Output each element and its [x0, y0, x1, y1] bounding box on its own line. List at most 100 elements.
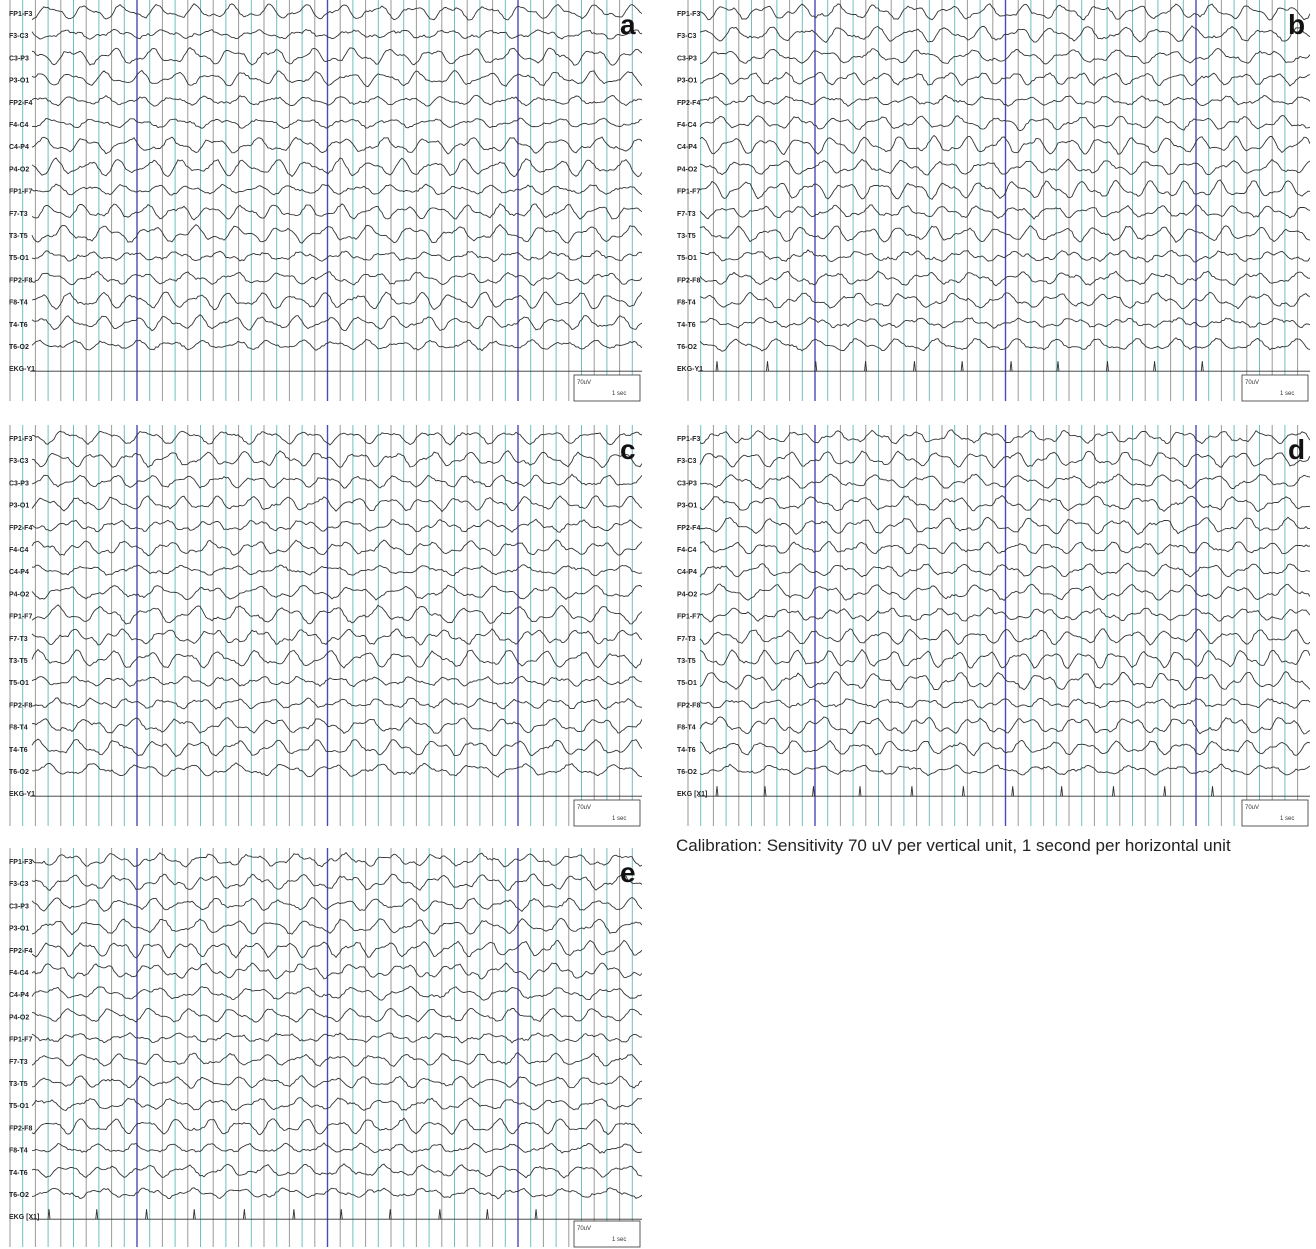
eeg-panel: FP1-F3 F3-C3 C3-P3 P3-O1 FP2-F4 F4-C4 C4-P4 P4-…	[677, 0, 1310, 402]
eeg-trace	[31, 3, 642, 21]
eeg-trace	[31, 223, 642, 244]
channel-label: T6-O2	[9, 344, 29, 351]
eeg-trace	[31, 314, 642, 332]
calibration-time: 1 sec	[1280, 391, 1294, 397]
channel-label: C4-P4	[9, 144, 29, 151]
channel-label: P4-O2	[9, 166, 29, 173]
eeg-trace	[31, 1052, 642, 1067]
channel-label: EKG [X1]	[9, 1214, 39, 1221]
channel-label: T3-T5	[9, 1081, 28, 1088]
eeg-trace	[699, 179, 1310, 200]
channel-label: F7-T3	[677, 636, 696, 643]
eeg-trace	[699, 316, 1310, 329]
eeg-trace	[31, 604, 642, 625]
eeg-trace	[699, 204, 1310, 220]
eeg-trace	[31, 69, 642, 88]
channel-label: F3-C3	[9, 881, 29, 888]
channel-label: T4-T6	[677, 747, 696, 754]
panel-letter: c	[620, 434, 636, 465]
eeg-trace	[31, 584, 642, 601]
eeg-trace	[31, 291, 642, 311]
channel-label: FP1-F3	[9, 859, 32, 866]
eeg-trace	[699, 337, 1310, 352]
channel-label: T5-O1	[677, 255, 697, 262]
eeg-trace	[31, 1187, 642, 1200]
calibration-time: 1 sec	[612, 391, 626, 397]
calibration-caption: Calibration: Sensitivity 70 uV per verti…	[676, 836, 1231, 855]
eeg-trace	[31, 117, 642, 130]
eeg-trace	[31, 717, 642, 735]
channel-label: FP2-F4	[9, 525, 32, 532]
channel-label: F3-C3	[9, 458, 29, 465]
eeg-trace	[31, 939, 642, 959]
eeg-trace	[699, 739, 1310, 757]
channel-label: T5-O1	[9, 1103, 29, 1110]
eeg-panel: FP1-F3 F3-C3 C3-P3 P3-O1 FP2-F4 F4-C4 C4-P4 P4-…	[9, 0, 642, 402]
channel-label: F3-C3	[9, 33, 29, 40]
eeg-trace	[699, 763, 1310, 777]
calibration-box	[573, 1220, 641, 1248]
eeg-trace	[31, 250, 642, 263]
panel-letter: e	[620, 857, 636, 888]
channel-label: F3-C3	[677, 33, 697, 40]
calibration-box	[573, 799, 641, 827]
eeg-trace	[31, 564, 642, 577]
channel-label: EKG-Y1	[677, 366, 703, 373]
channel-label: F8-T4	[677, 725, 696, 732]
eeg-trace	[31, 851, 642, 868]
channel-label: FP2-F4	[677, 525, 700, 532]
eeg-trace	[31, 539, 642, 557]
eeg-trace	[31, 203, 642, 221]
eeg-trace	[698, 786, 1310, 797]
channel-label: T6-O2	[677, 344, 697, 351]
eeg-trace	[699, 697, 1310, 710]
channel-label: F8-T4	[677, 300, 696, 307]
eeg-trace	[31, 675, 642, 688]
channel-label: FP2-F4	[677, 100, 700, 107]
eeg-trace	[31, 518, 642, 533]
channel-label: C4-P4	[677, 569, 697, 576]
eeg-trace	[31, 495, 642, 513]
eeg-trace	[699, 450, 1310, 469]
eeg-trace	[699, 716, 1310, 735]
channel-label: FP1-F7	[677, 614, 700, 621]
channel-label: C3-P3	[677, 55, 697, 62]
eeg-trace	[699, 583, 1310, 602]
channel-label: T5-O1	[9, 255, 29, 262]
channel-label: T3-T5	[677, 233, 696, 240]
eeg-trace	[699, 473, 1310, 490]
channel-label: FP2-F4	[9, 100, 32, 107]
eeg-trace	[31, 1097, 642, 1112]
eeg-trace	[699, 495, 1310, 513]
channel-label: T3-T5	[677, 658, 696, 665]
calibration-time: 1 sec	[1280, 816, 1294, 822]
channel-label: T4-T6	[9, 322, 28, 329]
channel-label: FP2-F8	[9, 277, 32, 284]
eeg-trace	[31, 338, 642, 352]
eeg-trace	[31, 918, 642, 936]
channel-label: T4-T6	[677, 322, 696, 329]
channel-label: FP1-F7	[9, 1037, 32, 1044]
channel-label: T3-T5	[9, 658, 28, 665]
calibration-amplitude: 70uV	[577, 1226, 591, 1232]
eeg-trace	[31, 896, 642, 913]
eeg-trace	[31, 1007, 642, 1023]
eeg-trace	[31, 450, 642, 469]
calibration-time: 1 sec	[612, 1237, 626, 1243]
eeg-trace	[31, 738, 642, 758]
calibration-amplitude: 70uV	[1245, 805, 1259, 811]
eeg-trace	[31, 762, 642, 778]
channel-label: FP2-F8	[677, 702, 700, 709]
eeg-trace	[699, 225, 1310, 243]
eeg-trace	[31, 47, 642, 66]
channel-label: P3-O1	[9, 926, 29, 933]
channel-label: F7-T3	[9, 1059, 28, 1066]
channel-label: P3-O1	[677, 503, 697, 510]
eeg-trace	[699, 291, 1310, 310]
channel-label: T6-O2	[9, 1192, 29, 1199]
channel-label: T6-O2	[9, 769, 29, 776]
eeg-trace	[699, 115, 1310, 132]
channel-label: C3-P3	[9, 480, 29, 487]
channel-label: F8-T4	[9, 300, 28, 307]
